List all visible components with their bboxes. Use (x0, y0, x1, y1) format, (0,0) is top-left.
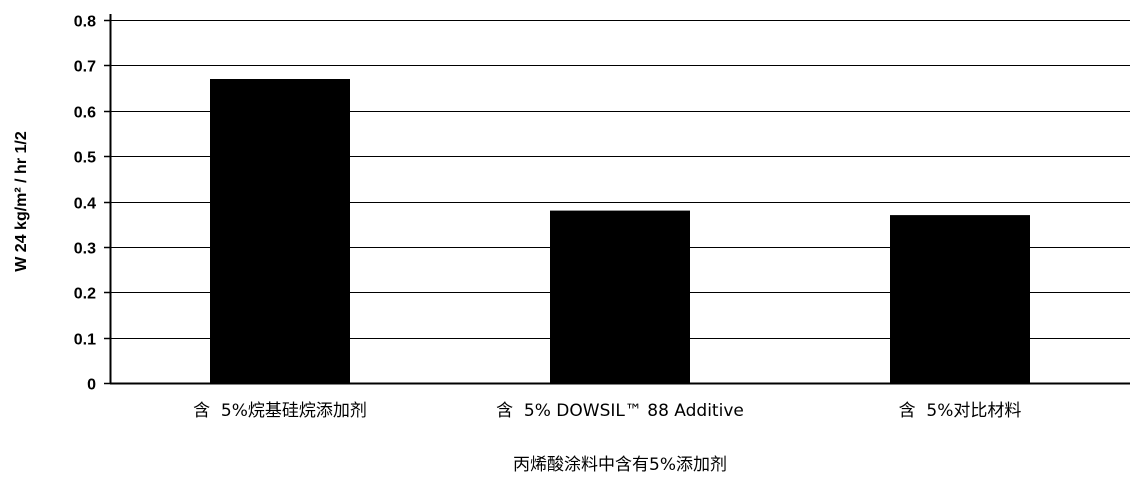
y-tick-labels: 0 0.1 0.2 0.3 0.4 0.5 0.6 0.7 0.8 (74, 14, 96, 394)
y-tick-label: 0 (87, 377, 96, 394)
y-tick-label: 0.1 (74, 332, 96, 349)
x-category-label: 含 5%烷基硅烷添加剂 (193, 401, 367, 421)
bar (210, 79, 350, 383)
y-axis-title: W 24 kg/m² / hr 1/2 (13, 131, 30, 272)
y-tick-label: 0.5 (74, 150, 96, 167)
x-category-label: 含 5% DOWSIL™ 88 Additive (496, 401, 744, 421)
y-tick-label: 0.6 (74, 105, 96, 122)
x-category-labels: 含 5%烷基硅烷添加剂 含 5% DOWSIL™ 88 Additive 含 5%对… (193, 401, 1021, 421)
axes (104, 14, 1130, 385)
y-tick-label: 0.2 (74, 286, 96, 303)
bar (550, 210, 690, 383)
y-tick-label: 0.3 (74, 241, 96, 258)
y-tick-label: 0.7 (74, 59, 96, 76)
x-axis-title: 丙烯酸涂料中含有5%添加剂 (513, 455, 727, 475)
x-category-label: 含 5%对比材料 (899, 401, 1022, 421)
y-tick-label: 0.4 (74, 196, 96, 213)
bars (210, 79, 1030, 383)
bar (890, 215, 1030, 383)
y-tick-label: 0.8 (74, 14, 96, 31)
